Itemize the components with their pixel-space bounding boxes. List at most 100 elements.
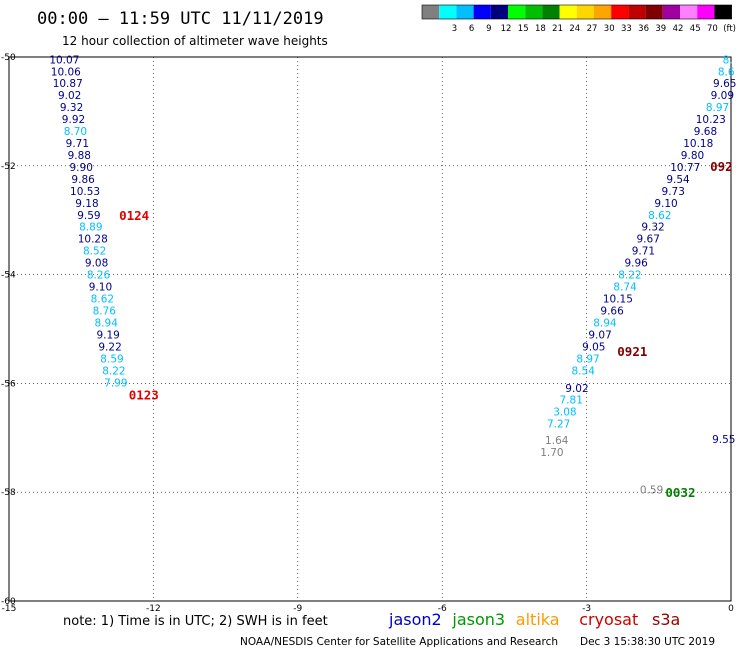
legend-swatch (628, 5, 646, 19)
y-tick-label: -58 (1, 488, 16, 498)
swh-value: 1.64 (545, 435, 569, 447)
x-tick-label: -15 (2, 604, 17, 614)
swh-value: 8.94 (95, 317, 119, 329)
legend-label: 27 (587, 24, 598, 34)
credit-text: NOAA/NESDIS Center for Satellite Applica… (240, 636, 558, 648)
swh-value: 8.70 (64, 126, 87, 138)
swh-value: 10.28 (78, 234, 108, 246)
legend-label: 45 (690, 24, 701, 34)
swh-value: 8.89 (79, 222, 102, 234)
pass-label: 0123 (129, 387, 159, 402)
plot-area: -15 -12 -9 -6 -3 0 -50-52-54-56-58-60 10.0710… (1, 53, 736, 614)
legend-label: 36 (638, 24, 649, 34)
y-tick-label: -52 (1, 162, 16, 172)
swh-value: 9.73 (662, 186, 685, 198)
swh-value: 10.06 (51, 67, 81, 79)
swh-value: 9.32 (60, 102, 83, 114)
x-tick-label: -9 (293, 604, 302, 614)
legend-swatch (456, 5, 474, 19)
swh-value: 9.67 (637, 234, 660, 246)
pass-label: 092 (710, 159, 733, 174)
plot-frame (8, 56, 732, 602)
swh-value: 9.22 (98, 341, 121, 353)
pass-labels: 0124 0123 0921 092 0032 (119, 159, 733, 500)
pass-label: 0124 (119, 208, 149, 223)
swh-value: 9.86 (71, 174, 95, 186)
swh-value: 7.81 (560, 395, 583, 407)
legend-swatch (439, 5, 457, 19)
swh-value: 9.19 (96, 329, 119, 341)
swh-value: 7.27 (547, 419, 570, 431)
legend-swatch (697, 5, 715, 19)
pass-label: 0921 (617, 344, 647, 359)
pass-label: 0032 (665, 485, 695, 500)
swh-value: 10.77 (670, 162, 700, 174)
swh-value: 9.96 (624, 258, 648, 270)
satellite-name: s3a (652, 610, 680, 629)
color-legend: 3 6 9 12 15 18 21 24 27 30 33 36 39 42 45 70 (ft) (421, 4, 736, 34)
swh-value: 8. (723, 55, 733, 67)
swh-value: 9.71 (66, 138, 89, 150)
satellite-name: jason2 (388, 610, 442, 629)
legend-label: 6 (469, 24, 474, 34)
swh-value: 8.97 (706, 102, 729, 114)
legend-swatch (576, 5, 594, 19)
swh-value: 10.87 (53, 78, 83, 90)
legend-swatch (542, 5, 560, 19)
x-tick-label: -6 (438, 604, 447, 614)
legend-swatch (594, 5, 612, 19)
swh-value: 10.53 (70, 186, 100, 198)
swh-value: 9.09 (711, 90, 734, 102)
swh-value: 9.10 (89, 282, 112, 294)
swh-value: 9.55 (712, 434, 735, 446)
legend-label: (ft) (723, 24, 736, 34)
swh-value: 3.08 (553, 407, 576, 419)
legend-label: 42 (673, 24, 684, 34)
swh-value: 8.62 (91, 294, 114, 306)
swh-value: 8.26 (87, 270, 111, 282)
swh-value: 8.74 (613, 282, 637, 294)
swh-value: 9.88 (68, 150, 91, 162)
swh-value: 8.59 (100, 353, 123, 365)
legend-swatch (680, 5, 698, 19)
legend-label: 39 (655, 24, 666, 34)
swh-value: 9.32 (641, 222, 664, 234)
swh-value: 10.18 (683, 138, 713, 150)
legend-swatch (611, 5, 629, 19)
legend-label: 70 (707, 24, 718, 34)
y-tick-label: -50 (1, 53, 16, 63)
legend-swatch (508, 5, 526, 19)
legend-swatch (422, 5, 440, 19)
footer-note: note: 1) Time is in UTC; 2) SWH is in fe… (63, 614, 328, 629)
legend-label: 3 (452, 24, 457, 34)
legend-swatch (714, 5, 732, 19)
y-tick-label: -60 (1, 597, 16, 607)
satellite-legend: jason2 jason3 altika cryosat s3a (388, 610, 680, 629)
swh-value: 9.59 (77, 210, 100, 222)
swh-value: 9.92 (62, 114, 85, 126)
satellite-name: altika (516, 610, 560, 629)
legend-label: 30 (604, 24, 615, 34)
swh-value: 9.08 (85, 258, 108, 270)
swh-value: 8.97 (576, 353, 599, 365)
x-tick-label: -3 (582, 604, 591, 614)
swh-value: 8.62 (648, 210, 671, 222)
swh-value: 9.71 (632, 246, 655, 258)
legend-swatch (490, 5, 508, 19)
y-tick-labels: -50 -52 -54 -56 -58 -60 (1, 53, 16, 607)
swh-value: 10.07 (49, 55, 79, 67)
x-tick-label: 0 (728, 604, 734, 614)
legend-label: 12 (501, 24, 512, 34)
swh-value: 9.05 (582, 341, 605, 353)
swh-value: 8.22 (102, 365, 125, 377)
swh-value: 8.76 (93, 306, 117, 318)
y-tick-label: -54 (1, 271, 16, 281)
swh-value: 9.18 (75, 198, 98, 210)
swh-value: 9.80 (681, 150, 704, 162)
legend-swatch (662, 5, 680, 19)
swh-value: 9.54 (666, 174, 690, 186)
satellite-name: jason3 (451, 610, 505, 629)
legend-label: 18 (535, 24, 546, 34)
x-tick-label: -12 (146, 604, 161, 614)
swh-value: 9.66 (600, 306, 624, 318)
